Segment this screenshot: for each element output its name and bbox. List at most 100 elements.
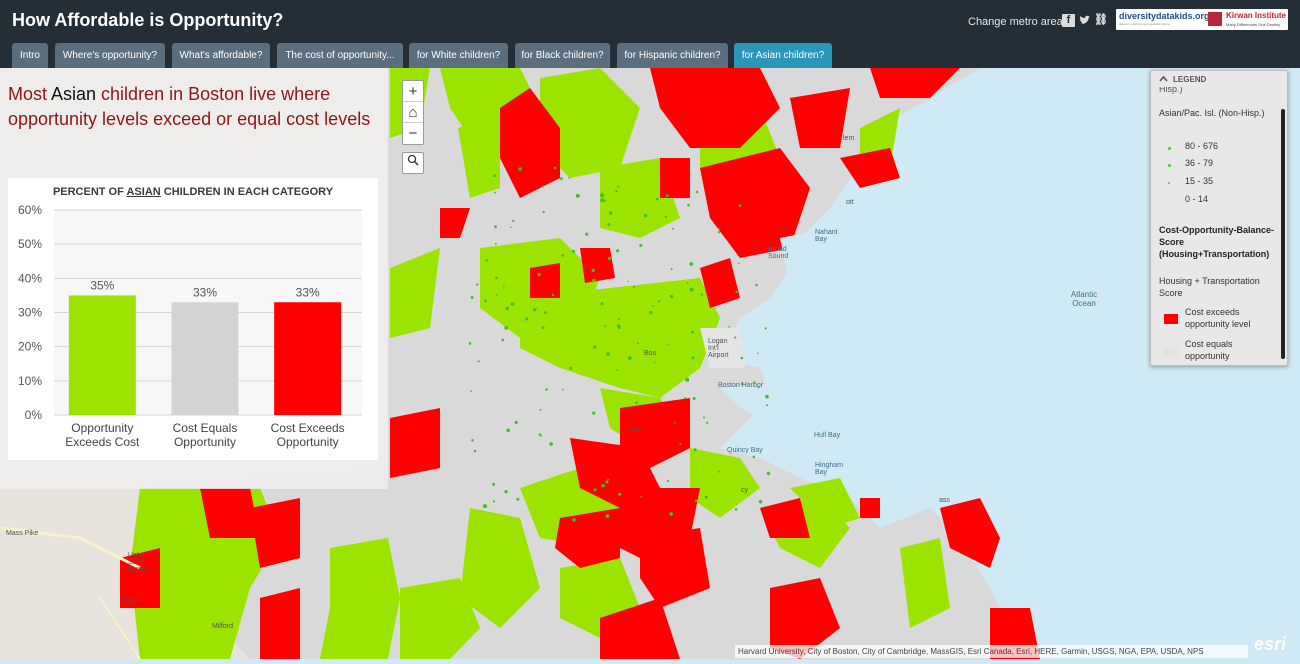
- population-dot: [549, 442, 553, 446]
- map-label-upton: Upton: [122, 598, 141, 605]
- map-label-atlantic: Atlantic Ocean: [1070, 290, 1098, 308]
- tab-black-children[interactable]: for Black children?: [515, 43, 610, 68]
- ddk-tagline: data for a diverse and equitable future: [1119, 22, 1170, 26]
- twitter-icon[interactable]: [1078, 14, 1091, 27]
- bar: [68, 295, 136, 415]
- population-dot: [477, 360, 480, 363]
- tab-white-children[interactable]: for White children?: [409, 43, 508, 68]
- chart-title-part: CHILDREN IN EACH CATEGORY: [160, 186, 334, 198]
- esri-logo[interactable]: esri: [1254, 634, 1287, 654]
- legend-scrollbar[interactable]: [1281, 109, 1285, 359]
- region-red: [660, 158, 690, 198]
- population-dot: [516, 497, 520, 501]
- tab-hispanic-children[interactable]: for Hispanic children?: [617, 43, 728, 68]
- population-dot: [575, 193, 580, 198]
- zoom-in-button[interactable]: +: [403, 81, 423, 102]
- population-dot: [604, 325, 607, 328]
- population-dot: [485, 259, 489, 262]
- region-red: [640, 528, 710, 608]
- population-dot: [495, 276, 498, 280]
- road: [99, 597, 141, 660]
- map-label-cy: cy: [741, 487, 748, 494]
- region-red: [250, 498, 300, 568]
- population-dot: [542, 210, 545, 214]
- population-dot: [764, 327, 767, 330]
- population-dot: [592, 411, 596, 415]
- population-dot: [643, 213, 648, 218]
- airport: [700, 328, 745, 368]
- region-red: [580, 248, 615, 283]
- population-dot: [689, 287, 694, 292]
- legend-header-bar[interactable]: LEGEND: [1151, 71, 1287, 87]
- population-dot: [607, 223, 611, 226]
- harbor-water: [720, 378, 940, 448]
- population-dot: [551, 293, 554, 297]
- region-green: [540, 68, 640, 178]
- population-dot: [505, 306, 510, 311]
- population-dot: [600, 198, 605, 203]
- population-dot: [615, 189, 618, 193]
- tab-whats-affordable[interactable]: What's affordable?: [172, 43, 270, 68]
- tab-intro[interactable]: Intro: [12, 43, 48, 68]
- population-dot: [685, 377, 690, 382]
- population-dot: [664, 215, 667, 219]
- tab-cost-of-opportunity[interactable]: The cost of opportunity...: [277, 43, 403, 68]
- population-dot: [601, 484, 605, 488]
- x-tick-label: Exceeds Cost: [65, 435, 140, 449]
- population-dot: [667, 344, 670, 346]
- population-dot: [670, 268, 673, 271]
- x-tick-label: Cost Exceeds: [271, 421, 345, 435]
- search-button[interactable]: [402, 152, 424, 174]
- legend-score-sub: Housing + Transportation Score: [1159, 276, 1260, 298]
- app-title: How Affordable is Opportunity?: [12, 10, 284, 30]
- map-attribution: Harvard University, City of Boston, City…: [735, 645, 1248, 658]
- population-dot: [483, 504, 487, 509]
- population-dot: [686, 282, 689, 284]
- population-dot: [665, 194, 669, 197]
- population-dot: [592, 278, 596, 283]
- broad-sound: [780, 228, 840, 288]
- population-dot: [717, 231, 721, 234]
- ddk-logo: diversitydatakids.org: [1119, 11, 1210, 21]
- tab-wheres-opportunity[interactable]: Where's opportunity?: [55, 43, 165, 68]
- partner-logos[interactable]: diversitydatakids.org data for a diverse…: [1116, 9, 1288, 30]
- population-dot: [536, 307, 538, 310]
- region-green: [458, 118, 500, 198]
- map-label-hull: Hull Bay: [814, 432, 841, 439]
- headline-part: children in Boston live where opportunit…: [8, 84, 371, 129]
- population-dot: [627, 280, 630, 283]
- zoom-out-button[interactable]: −: [408, 125, 418, 142]
- population-dot: [758, 499, 763, 504]
- population-dot: [657, 300, 661, 303]
- y-tick-label: 60%: [18, 203, 42, 217]
- population-dot: [627, 356, 632, 360]
- x-tick-label: Opportunity: [277, 435, 339, 449]
- population-dot: [559, 177, 563, 181]
- map-label-ott: ott: [846, 199, 854, 206]
- story-panel: Most Asian children in Boston live where…: [0, 68, 388, 489]
- legend-panel[interactable]: Hisp.) Asian/Pac. Isl. (Non-Hisp.) 80 - …: [1150, 70, 1288, 366]
- x-tick-label: Cost Equals: [173, 421, 238, 435]
- population-dot: [672, 227, 675, 230]
- y-tick-label: 0%: [25, 408, 43, 422]
- tab-asian-children[interactable]: for Asian children?: [734, 43, 832, 68]
- population-dot: [571, 249, 576, 254]
- legend-class-4: 0 - 14: [1185, 194, 1209, 204]
- population-dot: [637, 342, 640, 345]
- region-red: [760, 498, 810, 538]
- region-red: [200, 488, 260, 538]
- population-dot: [608, 211, 613, 215]
- legend-score-title: Cost-Opportunity-Balance-Score (Housing+…: [1159, 225, 1275, 259]
- link-icon[interactable]: ⛓: [1094, 14, 1108, 26]
- population-dot: [591, 268, 595, 273]
- population-dot: [635, 401, 638, 405]
- population-dot: [532, 308, 537, 312]
- population-dot: [541, 326, 545, 329]
- facebook-icon[interactable]: f: [1062, 14, 1075, 27]
- change-metro-link[interactable]: Change metro area: [968, 16, 1063, 28]
- home-button[interactable]: ⌂: [403, 102, 423, 123]
- chart-plot: 0%10%20%30%40%50%60%35%OpportunityExceed…: [18, 203, 362, 449]
- population-dot: [766, 471, 771, 476]
- population-dot: [703, 416, 705, 419]
- population-dot: [492, 482, 496, 486]
